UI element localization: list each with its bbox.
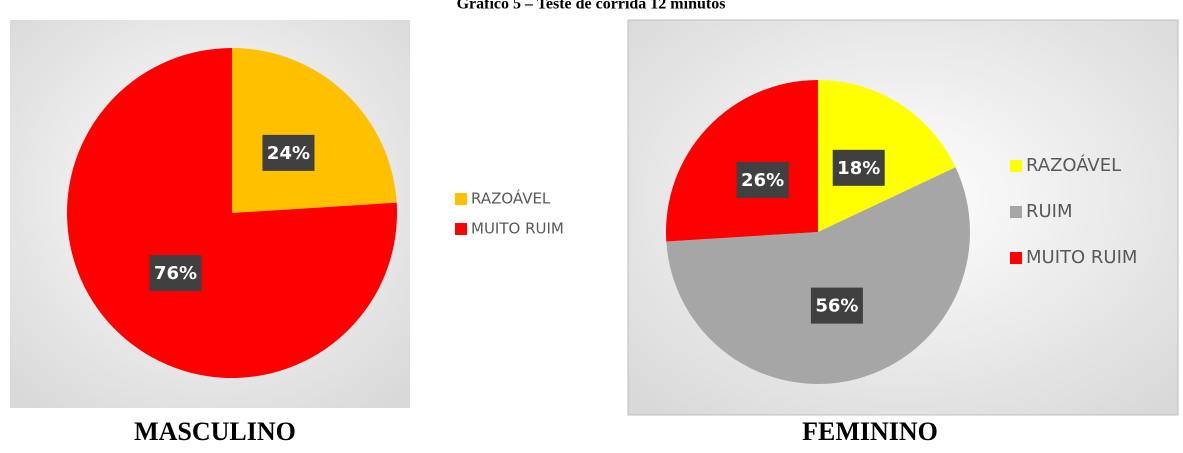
legend-swatch	[455, 223, 467, 235]
pie-slice	[818, 80, 956, 232]
data-label: 76%	[154, 263, 197, 284]
pie-slice	[66, 48, 397, 378]
data-label-box	[810, 287, 863, 324]
data-label: 24%	[267, 143, 310, 164]
data-label-box	[262, 134, 315, 171]
legend-label: MUITO RUIM	[471, 220, 564, 238]
page-title: Gráfico 5 – Teste de corrida 12 minutos	[457, 0, 726, 13]
data-label: 26%	[741, 170, 784, 191]
pie-slice	[666, 167, 970, 384]
legend-swatch	[1010, 252, 1022, 264]
data-label-box	[736, 161, 789, 198]
pie-slice	[666, 80, 818, 242]
chart-caption: FEMININO	[802, 417, 938, 446]
legend-swatch	[455, 193, 467, 205]
data-label-box	[832, 149, 885, 186]
legend-swatch	[1010, 160, 1022, 172]
legend-swatch	[1010, 206, 1022, 218]
data-label-box	[149, 255, 202, 292]
chart-caption: MASCULINO	[134, 417, 296, 446]
data-label: 56%	[815, 296, 858, 317]
legend-label: RUIM	[1026, 201, 1073, 222]
pie-slice	[232, 48, 397, 213]
legend-label: MUITO RUIM	[1026, 247, 1137, 268]
data-label: 18%	[837, 158, 880, 179]
legend-label: RAZOÁVEL	[471, 189, 551, 208]
legend-label: RAZOÁVEL	[1026, 154, 1121, 176]
